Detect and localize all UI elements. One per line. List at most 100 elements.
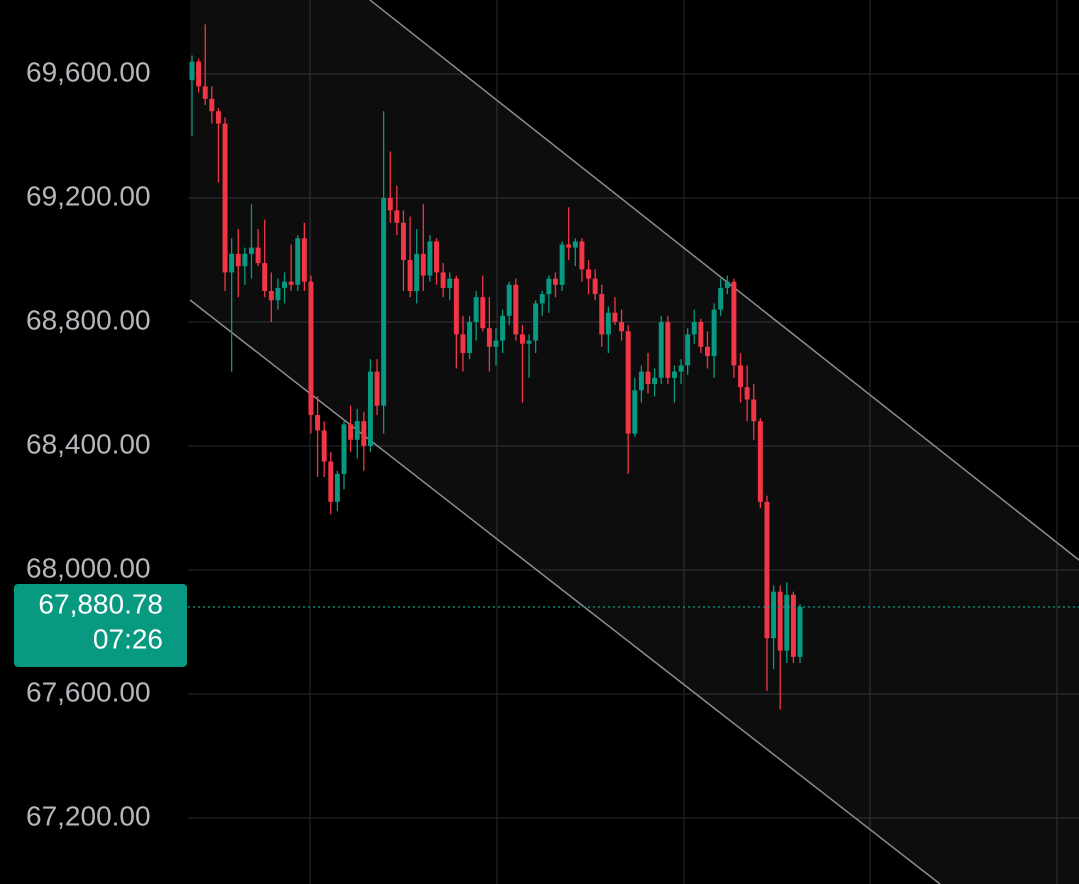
- candle-body: [486, 328, 492, 347]
- candle-body: [460, 334, 466, 353]
- candle-body: [579, 241, 585, 270]
- candle-body: [361, 421, 367, 446]
- candle-body: [249, 247, 254, 254]
- candle-body: [566, 244, 572, 248]
- candle-body: [724, 281, 730, 288]
- candle-body: [731, 281, 737, 366]
- candle-body: [658, 321, 664, 378]
- candle-body: [513, 284, 519, 335]
- candle-body: [691, 321, 697, 335]
- candle-body: [506, 284, 512, 316]
- candle-body: [757, 421, 763, 502]
- channel-fill: [190, 0, 1079, 884]
- candle-body: [367, 371, 373, 446]
- price-tag-box: [14, 583, 187, 667]
- candle-body: [473, 297, 479, 322]
- candle-body: [295, 238, 301, 285]
- candle-body: [619, 321, 625, 332]
- candle-body: [777, 591, 783, 651]
- candle-body: [321, 430, 327, 462]
- candle-body: [599, 294, 605, 335]
- candle-body: [751, 399, 757, 422]
- candle-body: [215, 111, 221, 124]
- candle-body: [500, 315, 506, 341]
- candle-body: [553, 278, 558, 285]
- candle-body: [519, 334, 525, 344]
- channel-upper: [369, 0, 1079, 561]
- candle-body: [262, 263, 268, 291]
- candle-body: [447, 278, 453, 288]
- channel-lower: [189, 299, 941, 884]
- y-tick-label: 68,000.00: [26, 552, 151, 583]
- candle-body: [685, 334, 691, 366]
- candle-body: [533, 303, 539, 341]
- candle-body: [288, 281, 294, 285]
- candle-body: [625, 331, 631, 434]
- price-axis: 69,600.00 69,200.00 68,800.00 68,400.00 68,0…: [26, 56, 151, 831]
- candle-body: [341, 424, 347, 474]
- candle-body: [797, 606, 803, 657]
- y-tick-label: 69,600.00: [26, 56, 151, 87]
- candle-body: [453, 278, 459, 335]
- candle-body: [222, 123, 228, 273]
- current-price: 67,880.78: [38, 588, 163, 619]
- countdown: 07:26: [93, 623, 163, 654]
- candle-body: [539, 294, 545, 304]
- candle-body: [394, 210, 400, 223]
- horizontal-grid: [188, 73, 1079, 819]
- candle-body: [374, 371, 380, 406]
- candle-body: [301, 238, 307, 282]
- candle-body: [711, 309, 717, 357]
- candle-body: [764, 501, 770, 639]
- candle-body: [612, 312, 618, 322]
- candle-body: [434, 241, 439, 273]
- candle-body: [559, 244, 565, 285]
- candle-body: [387, 197, 393, 211]
- y-tick-label: 67,200.00: [26, 800, 151, 831]
- candle-body: [242, 253, 248, 267]
- y-tick-label: 68,800.00: [26, 304, 151, 335]
- candles: [189, 24, 803, 710]
- candle-body: [407, 259, 413, 291]
- candle-body: [427, 241, 433, 276]
- y-tick-label: 67,600.00: [26, 676, 151, 707]
- candle-body: [467, 321, 473, 353]
- candle-body: [315, 414, 321, 431]
- candle-body: [189, 61, 195, 81]
- candle-body: [480, 297, 486, 329]
- candle-body: [328, 461, 334, 502]
- y-tick-label: 68,400.00: [26, 428, 151, 459]
- candle-body: [665, 321, 671, 378]
- vertical-grid: [309, 0, 1058, 884]
- candle-body: [202, 86, 208, 99]
- candle-body: [546, 278, 552, 295]
- candle-body: [638, 371, 644, 391]
- candle-body: [771, 591, 777, 639]
- candle-body: [605, 312, 611, 335]
- candle-body: [334, 473, 340, 502]
- y-tick-label: 69,200.00: [26, 180, 151, 211]
- candle-body: [255, 247, 261, 264]
- candle-body: [586, 269, 591, 279]
- candle-body: [196, 61, 202, 87]
- candle-body: [790, 594, 796, 657]
- candle-body: [381, 197, 387, 406]
- candle-body: [645, 371, 651, 384]
- candle-body: [414, 253, 420, 291]
- candle-body: [209, 98, 215, 112]
- candle-body: [493, 340, 499, 347]
- candle-body: [308, 281, 314, 415]
- candle-body: [678, 365, 684, 372]
- candle-body: [348, 424, 354, 440]
- candle-body: [268, 290, 274, 301]
- candle-body: [229, 253, 235, 273]
- candle-body: [354, 421, 360, 440]
- candle-body: [698, 321, 704, 347]
- candle-body: [705, 346, 710, 357]
- candle-body: [401, 222, 406, 260]
- current-price-tag: 67,880.78 07:26: [14, 583, 187, 667]
- candle-body: [744, 387, 750, 400]
- candle-body: [671, 371, 677, 378]
